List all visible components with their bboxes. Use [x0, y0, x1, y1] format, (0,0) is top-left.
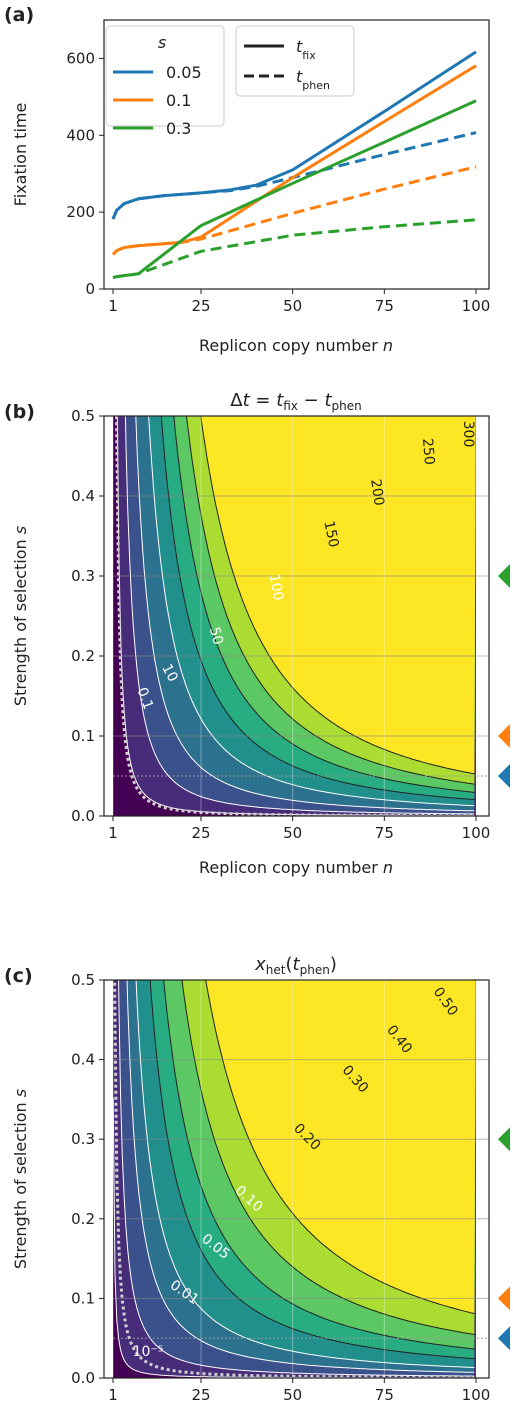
- legend-t-box: [235, 25, 355, 97]
- y-tick-label-a: 400: [66, 126, 95, 144]
- plot-frame-c: [103, 979, 490, 1379]
- y-tick-label-c: 0.3: [71, 1130, 95, 1148]
- contour-label-b-2: 50: [206, 625, 226, 646]
- contour-label-c-0: 10⁻⁵: [133, 1344, 164, 1360]
- contour-label-b-0: 0.1: [133, 685, 156, 711]
- legend-s-title: s: [158, 33, 166, 52]
- contour-line-b-4: [160, 416, 475, 800]
- contour-line-c-1: [118, 980, 475, 1377]
- band-b-8: [200, 416, 476, 774]
- y-tick-label-b: 0.3: [71, 567, 95, 585]
- band-c-8: [205, 980, 476, 1314]
- plot-frame-b: [103, 415, 490, 817]
- contour-line-b-5: [173, 416, 475, 793]
- panel-label-a: (a): [4, 4, 34, 26]
- contour-line-c-7: [205, 980, 475, 1315]
- contour-label-b-5: 200: [367, 478, 387, 507]
- contour-line-b-2: [135, 416, 475, 812]
- selection-marker-s0.1: [498, 1286, 510, 1311]
- contour-fill-b: [113, 416, 476, 816]
- y-tick-label-c: 0.5: [71, 971, 95, 989]
- series-line-s0.05-t-fix: [111, 50, 477, 220]
- selection-marker-s0.1: [498, 724, 510, 748]
- x-tick-label-a: 50: [283, 297, 302, 315]
- contour-fill-c: [113, 980, 476, 1378]
- contour-line-c-4: [149, 980, 475, 1360]
- y-tick-label-a: 200: [66, 203, 95, 221]
- x-tick-label-a: 25: [191, 297, 210, 315]
- threshold-curve-c: [113, 980, 475, 1378]
- contour-label-b-4: 150: [320, 519, 341, 548]
- y-tick-label-b: 0.0: [71, 807, 95, 825]
- legend-label-s0.3: 0.3: [166, 119, 191, 138]
- y-tick-label-b: 0.1: [71, 727, 95, 745]
- legend-label-s0.1: 0.1: [166, 91, 191, 110]
- x-axis-label-b: Replicon copy number n: [199, 858, 393, 877]
- contour-line-c-2: [126, 980, 475, 1373]
- contour-label-b-1: 10: [158, 661, 180, 684]
- y-tick-label-c: 0.4: [71, 1051, 95, 1069]
- x-tick-label-b: 75: [375, 824, 394, 842]
- chart-title-c: xhet(tphen): [254, 954, 337, 977]
- y-axis-label-c: Strength of selection s: [11, 1089, 30, 1269]
- x-tick-label-a: 100: [462, 297, 491, 315]
- y-tick-label-b: 0.4: [71, 487, 95, 505]
- contour-line-c-6: [181, 980, 475, 1335]
- x-tick-label-b: 1: [108, 824, 118, 842]
- y-tick-label-c: 0.1: [71, 1289, 95, 1307]
- y-axis-label-b: Strength of selection s: [11, 526, 30, 706]
- contour-label-b-6: 250: [419, 438, 437, 466]
- y-axis-label-a: Fixation time: [11, 103, 30, 207]
- x-tick-label-b: 100: [462, 824, 491, 842]
- legend-label-t-phen: tphen: [296, 67, 330, 92]
- x-tick-label-c: 75: [375, 1386, 394, 1404]
- y-tick-label-c: 0.0: [71, 1369, 95, 1387]
- selection-marker-s0.05: [498, 1326, 510, 1351]
- contour-line-b-6: [185, 416, 475, 785]
- x-tick-label-a: 75: [375, 297, 394, 315]
- x-tick-label-b: 50: [283, 824, 302, 842]
- chart-title-b: Δt = tfix − tphen: [230, 390, 361, 413]
- panel-label-c: (c): [4, 965, 33, 987]
- y-tick-label-c: 0.2: [71, 1210, 95, 1228]
- legend-label-s0.05: 0.05: [166, 63, 202, 82]
- contour-line-c-3: [135, 980, 475, 1368]
- x-tick-label-c: 50: [283, 1386, 302, 1404]
- contour-label-b-3: 100: [266, 573, 286, 602]
- y-tick-label-b: 0.5: [71, 407, 95, 425]
- selection-marker-s0.3: [498, 1127, 510, 1152]
- contour-label-b-7: 300: [460, 421, 476, 448]
- selection-marker-s0.05: [498, 764, 510, 788]
- x-axis-label-a: Replicon copy number n: [199, 336, 393, 355]
- x-tick-label-c: 1: [108, 1386, 118, 1404]
- x-tick-label-c: 25: [191, 1386, 210, 1404]
- contour-line-c-5: [163, 980, 475, 1350]
- y-tick-label-a: 600: [66, 49, 95, 67]
- contour-line-b-3: [148, 416, 475, 807]
- selection-marker-s0.3: [498, 564, 510, 588]
- x-tick-label-a: 1: [108, 297, 118, 315]
- series-line-s0.1-t-phen: [111, 165, 477, 256]
- y-tick-label-b: 0.2: [71, 647, 95, 665]
- series-line-s0.3-t-phen: [112, 218, 477, 279]
- panel-label-b: (b): [4, 401, 35, 423]
- x-tick-label-c: 100: [462, 1386, 491, 1404]
- y-tick-label-a: 0: [85, 280, 95, 298]
- contour-line-b-7: [200, 416, 475, 775]
- x-tick-label-b: 25: [191, 824, 210, 842]
- legend-label-t-fix: tfix: [296, 37, 316, 62]
- contour-line-b-1: [124, 416, 475, 815]
